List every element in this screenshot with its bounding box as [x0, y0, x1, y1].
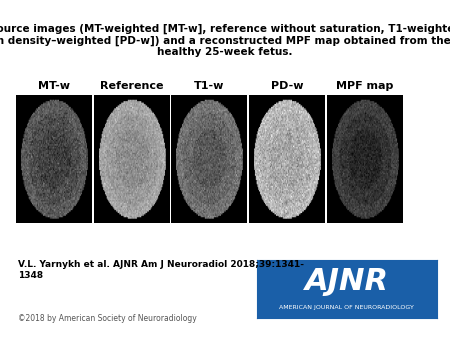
- Text: AMERICAN JOURNAL OF NEURORADIOLOGY: AMERICAN JOURNAL OF NEURORADIOLOGY: [279, 305, 414, 310]
- Text: PD-w: PD-w: [271, 81, 303, 91]
- Text: MPF map: MPF map: [336, 81, 394, 91]
- Text: V.L. Yarnykh et al. AJNR Am J Neuroradiol 2018;39:1341-
1348: V.L. Yarnykh et al. AJNR Am J Neuroradio…: [18, 260, 304, 280]
- Text: MT-w: MT-w: [37, 81, 70, 91]
- Text: ©2018 by American Society of Neuroradiology: ©2018 by American Society of Neuroradiol…: [18, 314, 197, 323]
- Text: Reference: Reference: [99, 81, 163, 91]
- Text: AJNR: AJNR: [305, 267, 388, 296]
- Text: T1-w: T1-w: [194, 81, 225, 91]
- Text: Sample source images (MT-weighted [MT-w], reference without saturation, T1-weigh: Sample source images (MT-weighted [MT-w]…: [0, 24, 450, 57]
